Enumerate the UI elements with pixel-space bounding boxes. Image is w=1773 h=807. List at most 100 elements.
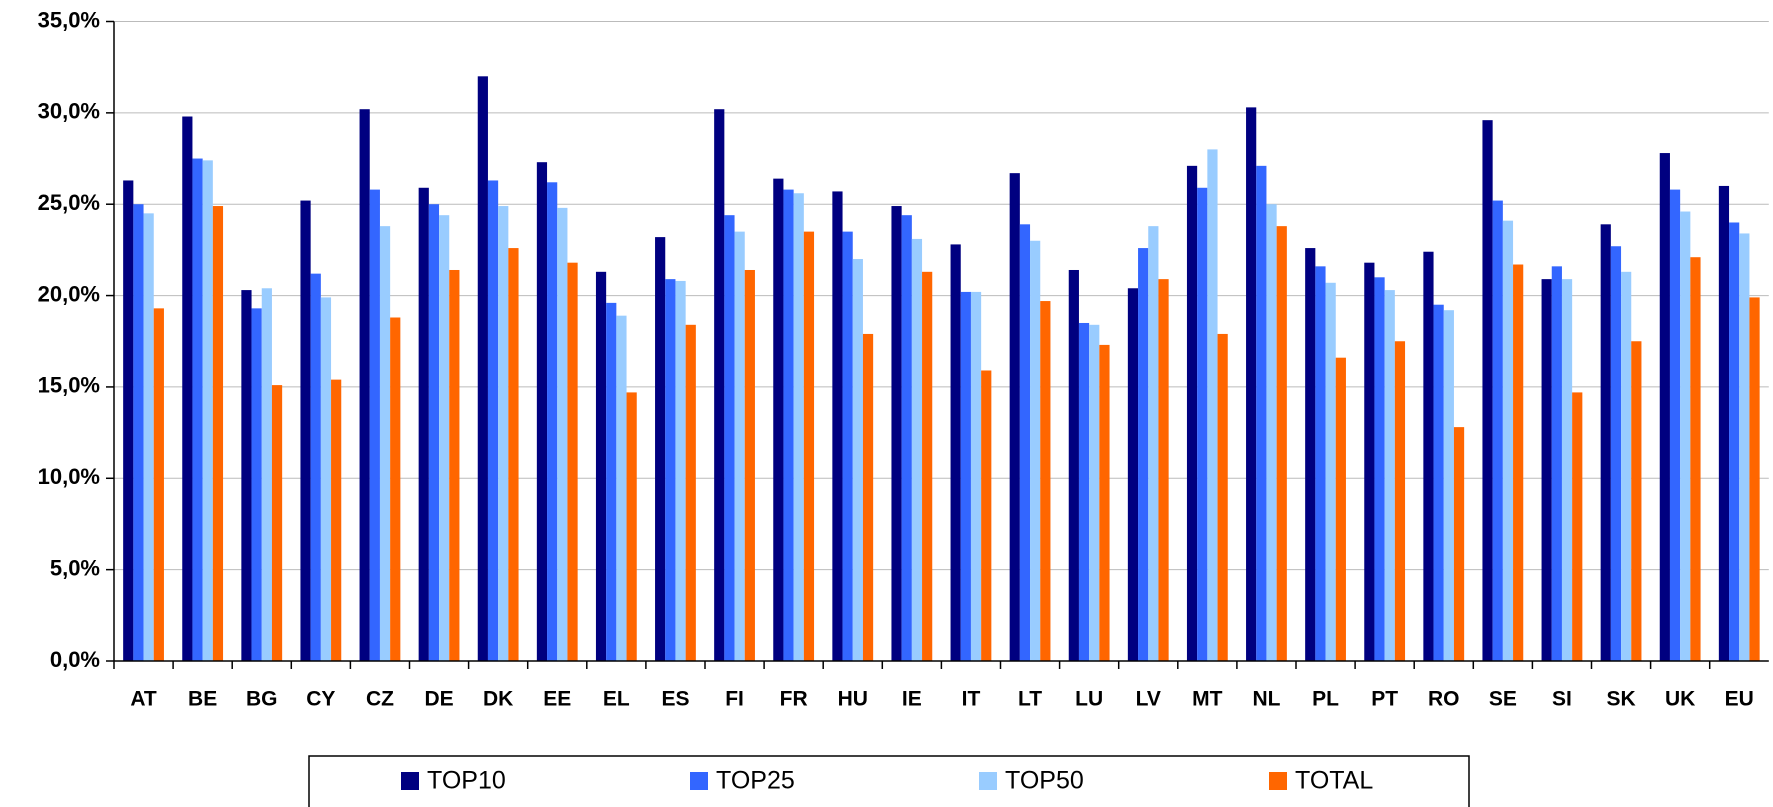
bar — [1433, 304, 1444, 661]
x-tick-label: HU — [838, 688, 868, 711]
x-tick-label: MT — [1192, 688, 1222, 711]
bar — [439, 215, 450, 662]
bar — [379, 226, 391, 661]
bar — [1492, 200, 1503, 661]
bar — [655, 237, 666, 662]
bar — [1138, 248, 1149, 661]
bar — [1276, 226, 1287, 661]
x-tick-label: IT — [962, 688, 981, 711]
x-tick-label: AT — [130, 688, 157, 711]
bar — [606, 302, 617, 661]
x-tick-label: SK — [1606, 688, 1635, 711]
bar — [1158, 279, 1169, 661]
x-tick-label: NL — [1252, 688, 1280, 711]
bar — [1621, 271, 1632, 661]
bar — [862, 333, 874, 661]
bar — [1030, 240, 1041, 661]
bar — [803, 231, 815, 661]
bar — [1551, 266, 1562, 661]
bar — [1217, 333, 1228, 661]
bar — [310, 273, 321, 661]
x-tick-label: DK — [483, 688, 513, 711]
bar — [1453, 427, 1465, 661]
bar — [1482, 120, 1493, 661]
bar — [508, 248, 519, 661]
bar — [950, 244, 961, 661]
x-tick-label: EL — [603, 688, 630, 711]
legend-label: TOP10 — [427, 767, 506, 795]
bar — [1669, 189, 1681, 661]
bar — [1610, 246, 1622, 661]
bar — [202, 160, 213, 661]
y-tick-label: 0,0% — [50, 647, 100, 672]
bar — [1513, 264, 1524, 661]
x-tick-label: CY — [306, 688, 335, 711]
x-tick-label: FI — [725, 688, 744, 711]
bar — [744, 269, 755, 661]
bar — [616, 315, 627, 661]
bar — [1099, 344, 1110, 661]
bar — [1690, 257, 1701, 661]
bar — [1443, 310, 1454, 661]
y-tick-label: 30,0% — [38, 99, 100, 124]
bar — [369, 189, 380, 661]
bar — [783, 189, 794, 661]
bar — [1659, 153, 1670, 661]
bar — [911, 238, 923, 661]
bar — [626, 392, 637, 661]
bar — [1572, 392, 1583, 661]
y-tick-label: 10,0% — [38, 464, 100, 489]
bar — [212, 206, 224, 661]
x-tick-label: PL — [1312, 688, 1339, 711]
x-tick-label: EU — [1725, 688, 1754, 711]
bar — [665, 279, 676, 661]
y-tick-label: 5,0% — [50, 555, 100, 580]
bar — [536, 162, 548, 661]
legend-swatch — [401, 772, 419, 790]
bar — [418, 187, 429, 661]
bar — [724, 215, 735, 662]
bar — [143, 213, 154, 661]
x-tick-label: BG — [246, 688, 278, 711]
bar — [1384, 290, 1395, 661]
bar — [1089, 324, 1100, 661]
y-tick-label: 20,0% — [38, 281, 100, 306]
bar — [685, 324, 696, 661]
bar — [449, 269, 460, 661]
x-tick-label: DE — [424, 688, 453, 711]
bar — [981, 370, 992, 661]
bar — [1729, 222, 1740, 661]
x-tick-label: CZ — [366, 688, 394, 711]
bar — [595, 271, 607, 661]
bar — [1148, 226, 1159, 661]
bar — [428, 204, 440, 661]
bar — [1631, 341, 1642, 661]
legend-swatch — [1269, 772, 1287, 790]
bar — [1246, 107, 1257, 661]
bar — [1364, 262, 1375, 661]
bar — [320, 297, 332, 661]
bar — [675, 280, 686, 661]
bar — [567, 262, 578, 661]
bar — [1068, 269, 1079, 661]
legend-swatch — [979, 772, 997, 790]
bar — [123, 180, 134, 661]
bar — [133, 204, 144, 661]
bar — [1561, 279, 1573, 661]
bar — [1749, 297, 1760, 661]
bar — [1009, 173, 1020, 661]
bar — [960, 291, 971, 661]
bar — [714, 109, 725, 661]
bar — [557, 207, 568, 661]
bar — [1315, 266, 1326, 661]
y-tick-label: 25,0% — [38, 190, 100, 215]
bar — [773, 178, 784, 662]
x-tick-label: IE — [902, 688, 922, 711]
x-tick-label: LU — [1075, 688, 1103, 711]
bar — [1266, 204, 1277, 661]
bar — [901, 215, 912, 662]
bar — [1541, 279, 1552, 661]
bar — [192, 158, 203, 662]
x-tick-label: ES — [661, 688, 689, 711]
bar — [1718, 185, 1730, 661]
